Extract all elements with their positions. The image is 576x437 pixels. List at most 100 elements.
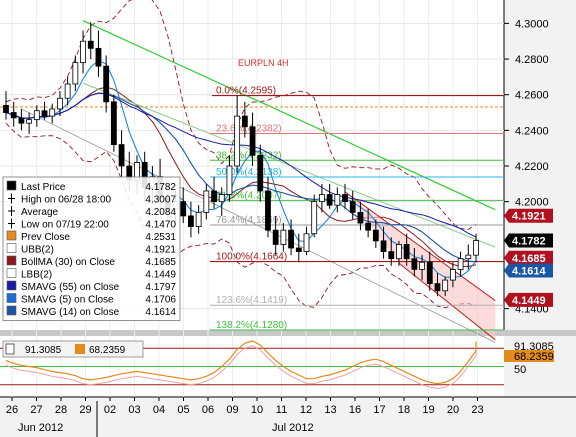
x-tick-label: 13 (324, 404, 336, 416)
legend: Last Price 4.1782 High on 06/28 18:00 4.300… (2, 176, 181, 321)
candle-body (303, 233, 310, 252)
candle-body (257, 154, 264, 192)
x-tick-label: 11 (276, 404, 287, 416)
legend-label: Last Price (21, 182, 66, 193)
fib-label: 76.4%(4.1869) (216, 215, 282, 226)
legend-swatch (6, 255, 17, 266)
candle-body (110, 101, 117, 146)
legend-value: 4.1449 (145, 270, 176, 281)
candle-body (72, 62, 79, 85)
candle-body (26, 119, 33, 124)
x-tick-label: 29 (79, 404, 91, 416)
legend-label: BollMA (30) on Close (21, 257, 115, 268)
candle-body (319, 194, 325, 203)
x-tick-label: 12 (300, 404, 312, 416)
fib-label: 0.0%(4.2595) (216, 86, 276, 97)
x-tick-label: 02 (104, 404, 116, 416)
x-tick-label: 23 (471, 404, 483, 416)
candle-body (33, 110, 40, 121)
price-marker-badge (504, 263, 553, 278)
legend-swatch (6, 243, 17, 253)
candle-body (203, 190, 210, 213)
candle-body (80, 40, 86, 64)
candle-body (95, 47, 102, 67)
x-axis-labels: 26 27 28 29 02 03 04 05 06 09 10 11 12 13 16 17 18 19 20 23… (6, 397, 484, 437)
candle-body (118, 144, 125, 167)
legend-swatch (6, 280, 17, 291)
candle-body (241, 115, 248, 128)
candle-body (295, 247, 302, 252)
legend-swatch (6, 268, 17, 278)
legend-value: 4.2531 (145, 232, 176, 243)
fib-label: 138.2%(4.1280) (216, 320, 287, 331)
candle-body (465, 254, 472, 260)
legend-swatch (6, 180, 17, 191)
legend-value: 4.2084 (145, 207, 176, 218)
x-tick-label: 17 (373, 404, 385, 416)
candle-body (334, 194, 341, 206)
month-label: Jun 2012 (18, 422, 63, 434)
x-tick-label: 10 (251, 404, 263, 416)
price-marker-label: 4.1921 (512, 211, 546, 223)
candle-body (211, 190, 217, 203)
x-tick-label: 18 (398, 404, 410, 416)
price-tick-label: 4.3000 (515, 18, 549, 30)
x-tick-label: 06 (202, 404, 214, 416)
price-tick-label: 4.2000 (515, 197, 549, 209)
oscillator-line (5, 340, 477, 385)
candle-body (180, 201, 187, 217)
panel-separator (0, 330, 576, 336)
legend-label: Average (21, 207, 59, 218)
month-label: Jul 2012 (272, 422, 314, 434)
candle-body (426, 261, 433, 285)
candle-body (41, 110, 48, 117)
candle-body (473, 240, 479, 256)
oscillator-value-1: 91.3085 (25, 345, 62, 356)
x-tick-label: 04 (153, 404, 165, 416)
candle-body (265, 190, 271, 231)
oscillator-slow-line (5, 345, 477, 390)
legend-label: High on 06/28 18:00 (21, 195, 112, 206)
x-tick-label: 09 (226, 404, 238, 416)
legend-box (2, 176, 181, 321)
legend-label: SMAVG (55) on Close (21, 282, 120, 293)
price-marker-badge (504, 208, 553, 223)
candle-body (396, 244, 402, 260)
candle-body (434, 283, 441, 292)
candle-body (357, 211, 364, 224)
x-tick-label: 26 (6, 404, 18, 416)
legend-value: 4.1706 (145, 295, 176, 306)
candle-body (18, 117, 25, 124)
legend-label: SMAVG (14) on Close (21, 307, 120, 318)
oscillator-axis-label: 68.2359 (514, 351, 554, 363)
price-marker-label: 4.1449 (512, 295, 546, 307)
legend-label: UBB(2) (21, 245, 54, 256)
candle-body (349, 201, 356, 213)
legend-label: LBB(2) (21, 270, 52, 281)
price-tick-label: 4.2600 (515, 90, 549, 102)
price-marker-label: 4.1685 (512, 253, 546, 265)
candle-body (365, 222, 372, 231)
legend-label: Low on 07/19 22:00 (21, 220, 109, 231)
legend-label: Prev Close (21, 232, 70, 243)
x-axis-panel (0, 397, 576, 437)
x-tick-label: 16 (349, 404, 361, 416)
legend-value: 4.3007 (145, 195, 176, 206)
legend-value: 4.1921 (145, 245, 176, 256)
candle-body (218, 194, 225, 203)
fib-label: 61.8%(4.2007) (216, 190, 282, 201)
candle-body (234, 115, 241, 167)
candle-body (288, 229, 294, 249)
sma-55-line (5, 92, 477, 238)
legend-label: SMAVG (5) on Close (21, 295, 114, 306)
oscillator-axis-panel (504, 336, 576, 397)
candle-body (188, 215, 194, 228)
legend-swatch (6, 293, 17, 303)
candle-body (280, 229, 287, 245)
channel-lower-line (398, 262, 496, 341)
x-tick-label: 19 (422, 404, 434, 416)
price-tick-label: 4.2400 (515, 125, 549, 137)
candle-body (195, 211, 202, 228)
